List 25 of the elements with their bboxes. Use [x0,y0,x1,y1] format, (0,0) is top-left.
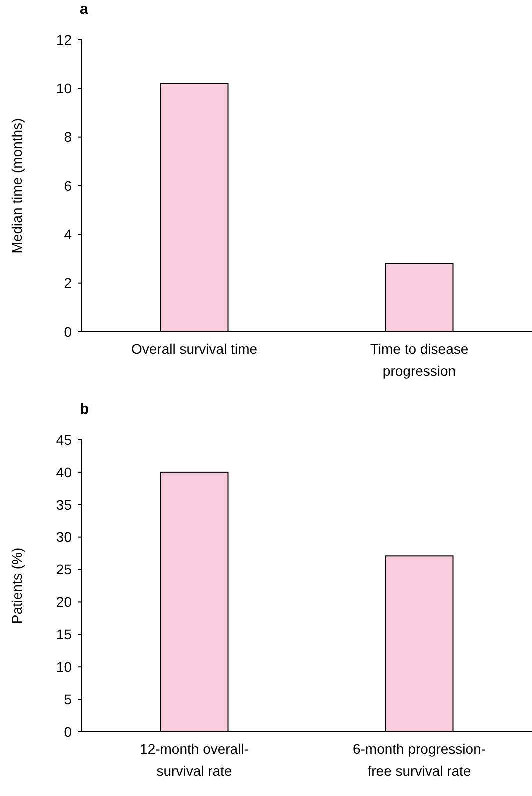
y-tick-label: 45 [56,432,72,448]
x-tick-label: 12-month overall-survival rate [140,741,250,779]
y-tick-label: 40 [56,464,72,480]
y-tick-label: 12 [56,32,72,48]
y-tick-label: 15 [56,626,72,643]
y-tick-label: 0 [64,324,72,340]
y-tick-label: 4 [64,226,72,243]
y-axis-title: Median time (months) [9,118,25,254]
y-tick-label: 6 [64,178,72,194]
y-tick-label: 20 [56,594,72,610]
chart-title: a [80,1,89,18]
chart-title: b [80,401,90,418]
y-tick-label: 35 [56,496,72,513]
y-tick-label: 2 [64,275,72,292]
y-tick-label: 8 [64,129,72,146]
y-tick-label: 10 [56,80,72,97]
y-tick-label: 30 [56,529,72,546]
x-tick-label: Time to disease progression [370,341,469,379]
y-tick-label: 0 [64,724,72,740]
x-tick-label: 6-month progression-free survival rate [352,741,486,779]
y-axis-title: Patients (%) [9,548,25,624]
y-tick-label: 10 [56,659,72,676]
x-tick-label: Overall survival time [131,341,258,357]
y-tick-label: 5 [64,691,72,708]
y-tick-label: 25 [56,562,72,578]
